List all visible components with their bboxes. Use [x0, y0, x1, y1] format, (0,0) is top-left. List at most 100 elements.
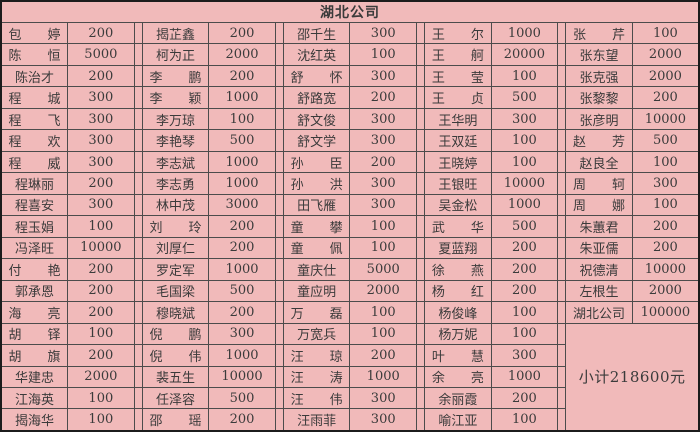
donation-amount-cell: 300 [67, 107, 135, 131]
donation-amount-cell: 100 [631, 150, 700, 174]
donor-name-cell: 王 尔 [424, 21, 492, 45]
spacer-cell [274, 129, 284, 152]
spacer-cell [415, 215, 426, 238]
spacer-cell [557, 107, 567, 131]
donor-name-cell: 喻江亚 [424, 408, 492, 432]
donor-name-cell: 揭海华 [0, 408, 69, 432]
donor-name-cell: 张彦明 [565, 107, 633, 131]
donor-name-cell: 胡 旗 [0, 344, 69, 367]
spacer-cell [557, 129, 567, 152]
donation-amount-cell: 200 [631, 215, 700, 238]
donor-name-cell: 毛国梁 [141, 279, 210, 303]
donation-amount-cell: 10000 [631, 258, 700, 281]
table-row: 程 威 300 李志斌 1000 孙 臣 200 王晓婷 100 赵良全 100 [0, 150, 700, 174]
spacer-cell [133, 236, 143, 260]
donation-amount-cell: 200 [208, 64, 276, 88]
spacer-cell [557, 150, 567, 174]
donor-name-cell: 胡 铎 [0, 322, 69, 346]
donation-amount-cell: 200 [67, 64, 135, 88]
donation-amount-cell: 10000 [631, 107, 700, 131]
spacer-cell [415, 258, 426, 281]
donation-amount-cell: 100 [631, 193, 700, 217]
donation-amount-cell: 100 [67, 322, 135, 346]
donation-amount-cell: 2000 [631, 279, 700, 303]
donor-name-cell: 余 亮 [424, 365, 492, 388]
spacer-cell [557, 386, 567, 410]
spacer-cell [557, 236, 567, 260]
donation-amount-cell: 300 [349, 21, 417, 45]
spacer-cell [274, 408, 284, 432]
spacer-cell [133, 86, 143, 109]
donation-amount-cell: 1000 [490, 21, 559, 45]
donation-amount-cell: 2000 [67, 365, 135, 388]
spacer-cell [557, 43, 567, 66]
donation-amount-cell: 20000 [490, 43, 559, 66]
donation-amount-cell: 300 [349, 129, 417, 152]
donation-amount-cell: 300 [349, 408, 417, 432]
spacer-cell [415, 86, 426, 109]
donor-name-cell: 杨万妮 [424, 322, 492, 346]
donor-name-cell: 周 轲 [565, 172, 633, 195]
donor-name-cell: 张黎黎 [565, 86, 633, 109]
spacer-cell [133, 322, 143, 346]
donation-amount-cell: 500 [208, 279, 276, 303]
donation-amount-cell: 300 [67, 129, 135, 152]
donation-amount-cell: 100 [490, 408, 559, 432]
donor-name-cell: 周 娜 [565, 193, 633, 217]
donor-name-cell: 舒文学 [282, 129, 351, 152]
donation-amount-cell: 100 [490, 150, 559, 174]
spacer-cell [133, 107, 143, 131]
spacer-cell [557, 193, 567, 217]
table-row: 程 欢 300 李艳琴 500 舒文学 300 王双廷 100 赵 芳 500 [0, 129, 700, 152]
donor-name-cell: 刘厚仁 [141, 236, 210, 260]
spacer-cell [133, 344, 143, 367]
donor-name-cell: 武 华 [424, 215, 492, 238]
spacer-cell [415, 322, 426, 346]
donor-name-cell: 徐 燕 [424, 258, 492, 281]
spacer-cell [557, 215, 567, 238]
donation-amount-cell: 2000 [631, 64, 700, 88]
donor-name-cell: 张克强 [565, 64, 633, 88]
donor-name-cell: 赵 芳 [565, 129, 633, 152]
donation-amount-cell: 500 [490, 215, 559, 238]
donor-name-cell: 夏蓝翔 [424, 236, 492, 260]
donation-amount-cell: 200 [67, 301, 135, 324]
spacer-cell [415, 344, 426, 367]
donation-amount-cell: 200 [349, 150, 417, 174]
donation-amount-cell: 100 [490, 322, 559, 346]
donor-name-cell: 林中茂 [141, 193, 210, 217]
spacer-cell [274, 150, 284, 174]
spacer-cell [274, 386, 284, 410]
donor-name-cell: 程 欢 [0, 129, 69, 152]
donor-name-cell: 杨俊峰 [424, 301, 492, 324]
donor-name-cell: 汪 涛 [282, 365, 351, 388]
spacer-cell [557, 365, 567, 388]
spacer-cell [557, 64, 567, 88]
donor-name-cell: 王双廷 [424, 129, 492, 152]
donation-amount-cell: 1000 [208, 150, 276, 174]
donor-name-cell: 王 舸 [424, 43, 492, 66]
spacer-cell [133, 386, 143, 410]
table-row: 胡 铎 100 倪 鹏 300 万宽兵 100 杨万妮 100 小计218600元 [0, 322, 700, 432]
donor-name-cell: 程 飞 [0, 107, 69, 131]
spacer-cell [133, 408, 143, 432]
donor-name-cell: 程琳丽 [0, 172, 69, 195]
spacer-cell [274, 365, 284, 388]
donation-amount-cell: 10000 [490, 172, 559, 195]
donor-name-cell: 童庆仕 [282, 258, 351, 281]
spacer-cell [415, 193, 426, 217]
donation-amount-cell: 100 [490, 301, 559, 324]
spacer-cell [133, 215, 143, 238]
donation-amount-cell: 200 [349, 344, 417, 367]
spacer-cell [415, 172, 426, 195]
donor-name-cell: 赵良全 [565, 150, 633, 174]
spacer-cell [415, 21, 426, 45]
donation-amount-cell: 200 [208, 236, 276, 260]
spacer-cell [133, 21, 143, 45]
donor-name-cell: 舒文俊 [282, 107, 351, 131]
table-row: 江海英 100 任泽容 500 汪 伟 300 余丽霞 200 [0, 386, 699, 410]
spacer-cell [557, 301, 567, 324]
donation-amount-cell: 200 [208, 215, 276, 238]
donor-name-cell: 童应明 [282, 279, 351, 303]
